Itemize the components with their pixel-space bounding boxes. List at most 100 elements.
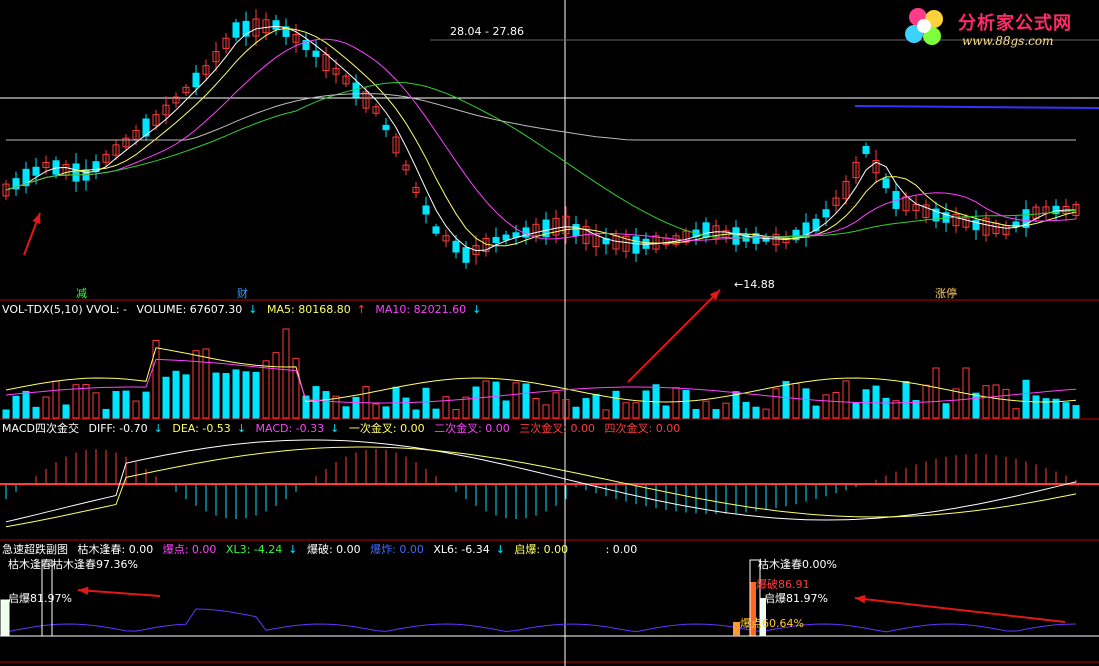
vol-header: VOL-TDX(5,10) VVOL: - VOLUME: 67607.30 ↓ …	[2, 303, 487, 316]
volume-bar-32	[322, 391, 330, 419]
volume-bar-25	[252, 371, 260, 419]
volume-bar-51	[512, 382, 520, 419]
volume-bar-53	[532, 397, 540, 419]
event-label-3[interactable]: 涨停	[935, 287, 957, 300]
ma-line-5	[5, 27, 1077, 247]
volume-bar-59	[592, 393, 600, 419]
macd-dea-line	[5, 446, 1077, 528]
volume-bar-82	[822, 394, 830, 419]
signal-bar-left-2	[41, 559, 53, 637]
candle-body-49	[492, 236, 500, 244]
signal-bar-right-3	[760, 598, 766, 636]
candle-body-57	[572, 224, 580, 236]
volume-ma10	[5, 358, 1077, 404]
volume-bar-3	[32, 406, 40, 419]
volume-bar-9	[92, 392, 100, 419]
bottom-header: 急速超跌副图 枯木逢春: 0.00 爆点: 0.00 XL3: -4.24 ↓ 爆…	[2, 543, 643, 556]
volume-bar-50	[502, 400, 510, 419]
bottom-title: 急速超跌副图	[2, 543, 68, 556]
volume-bar-69	[692, 408, 700, 419]
candle-body-30	[302, 39, 310, 51]
volume-bar-74	[742, 401, 750, 419]
candle-body-18	[182, 86, 190, 94]
event-label-1[interactable]: 减	[76, 287, 87, 300]
volume-bar-98	[982, 385, 990, 419]
annotation-arrow-3	[77, 589, 161, 597]
volume-bar-19	[192, 350, 200, 419]
candle-body-88	[882, 178, 890, 189]
candle-body-73	[732, 227, 740, 245]
candle-body-13	[132, 130, 140, 140]
candle-body-15	[152, 114, 160, 126]
macd-title: MACD四次金交	[2, 422, 79, 435]
volume-bar-45	[452, 408, 460, 419]
volume-bar-13	[132, 400, 140, 419]
vol-ma10: MA10: 82021.60 ↓	[375, 303, 482, 316]
volume-bar-31	[312, 386, 320, 419]
candle-body-24	[242, 20, 250, 37]
candle-body-84	[842, 180, 850, 200]
volume-bar-55	[552, 392, 560, 419]
volume-bar-49	[492, 381, 500, 419]
volume-bar-33	[332, 395, 340, 419]
volume-bar-67	[672, 387, 680, 419]
event-label-2[interactable]: 财	[237, 287, 248, 300]
volume-bar-85	[852, 402, 860, 419]
left-kmfc-label: 枯木逢春枯木逢春97.36%	[8, 558, 138, 571]
candle-body-86	[862, 146, 870, 154]
candle-body-102	[1022, 209, 1030, 228]
candle-body-82	[822, 209, 830, 218]
volume-bar-88	[882, 397, 890, 419]
volume-bar-30	[302, 395, 310, 419]
volume-bar-46	[462, 396, 470, 419]
volume-bar-37	[372, 403, 380, 419]
volume-bar-22	[222, 373, 230, 419]
candle-body-36	[362, 91, 370, 109]
volume-bar-57	[572, 406, 580, 419]
candle-body-41	[412, 187, 420, 193]
macd-header: MACD四次金交 DIFF: -0.70 ↓ DEA: -0.53 ↓ MACD: …	[2, 422, 686, 435]
volume-bar-75	[752, 406, 760, 419]
right-kmfc-label: 枯木逢春0.00%	[758, 558, 837, 571]
candle-body-21	[212, 51, 220, 63]
ma-line-short	[5, 25, 1076, 252]
candle-body-27	[272, 20, 280, 30]
volume-bar-64	[642, 390, 650, 419]
volume-bar-16	[162, 376, 170, 419]
candle-body-37	[372, 106, 380, 114]
volume-bar-81	[812, 405, 820, 419]
volume-bar-79	[792, 383, 800, 419]
volume-bar-24	[242, 371, 250, 419]
candle-body-22	[222, 37, 230, 49]
candle-body-26	[262, 19, 270, 34]
candle-body-91	[912, 204, 920, 211]
annotation-arrow-3-head	[78, 586, 89, 596]
macd-diff: DIFF: -0.70 ↓	[88, 422, 163, 435]
candle-body-4	[42, 161, 50, 169]
candle-body-101	[1012, 221, 1020, 228]
macd-golden-4: 四次金叉: 0.00	[604, 422, 681, 435]
candle-body-46	[462, 247, 470, 263]
volume-bar-68	[682, 389, 690, 419]
candle-body-92	[922, 204, 930, 219]
volume-bar-91	[912, 400, 920, 419]
candle-body-17	[172, 96, 180, 104]
volume-bar-44	[442, 396, 450, 419]
candle-body-53	[532, 223, 540, 237]
vol-title: VOL-TDX(5,10) VVOL: -	[2, 303, 127, 316]
volume-bar-80	[802, 388, 810, 419]
volume-bar-72	[722, 402, 730, 419]
volume-bar-10	[102, 408, 110, 419]
volume-bar-23	[232, 369, 240, 419]
right-baodian-label: 爆点60.64%	[740, 617, 804, 630]
candle-body-14	[142, 118, 150, 137]
logo-url[interactable]: www.88gs.com	[962, 34, 1054, 48]
ma-line-30	[5, 81, 1077, 239]
volume-bar-1	[12, 395, 20, 419]
candle-body-40	[402, 164, 410, 171]
volume-bar-87	[872, 385, 880, 419]
right-baopo-label: 爆破86.91	[756, 578, 810, 591]
candle-body-45	[452, 240, 460, 253]
